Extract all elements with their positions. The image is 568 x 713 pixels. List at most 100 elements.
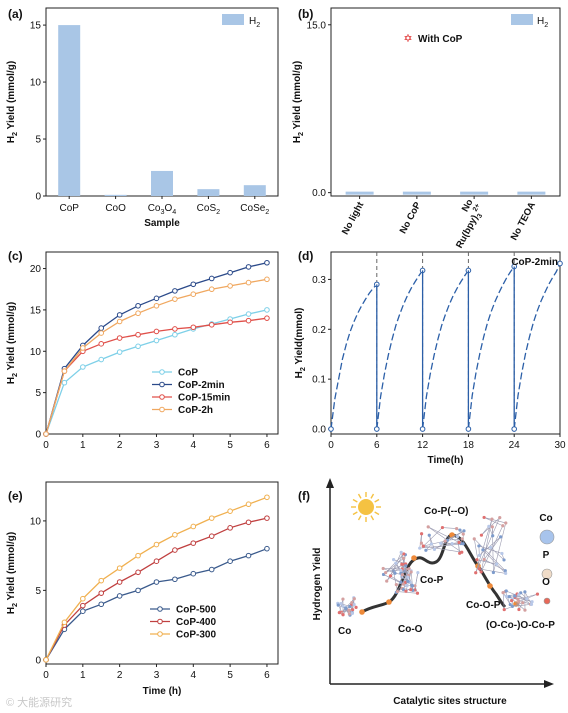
atom xyxy=(507,595,511,599)
legend-label: H2​ xyxy=(249,16,260,29)
bond xyxy=(414,572,419,591)
x-tick-label: 4 xyxy=(191,440,197,451)
x-axis-title: Catalytic sites structure xyxy=(393,696,507,707)
x-tick-label: 18 xyxy=(463,440,475,451)
atom xyxy=(402,552,406,556)
bond xyxy=(444,540,462,553)
x-tick-label: 2 xyxy=(117,440,123,451)
data-point xyxy=(153,295,160,302)
bond xyxy=(383,568,403,570)
data-point xyxy=(264,515,270,521)
data-point xyxy=(172,326,178,332)
atom xyxy=(460,537,464,541)
atom xyxy=(424,548,428,552)
atom xyxy=(491,570,496,575)
atom xyxy=(501,590,505,595)
curve-point xyxy=(386,599,392,605)
y-tick-label: 15 xyxy=(30,305,42,316)
element-legend-ball xyxy=(541,568,553,580)
atom xyxy=(440,525,445,530)
bond xyxy=(423,540,446,547)
co-o-p-structure xyxy=(472,515,508,575)
element-legend-ball xyxy=(543,597,551,605)
atom xyxy=(455,534,460,539)
atom xyxy=(523,590,527,594)
data-point xyxy=(227,558,233,564)
element-legend-ball xyxy=(539,529,555,545)
data-point xyxy=(98,330,105,336)
series-line-2 xyxy=(45,317,268,435)
x-tick-label: 1 xyxy=(80,670,86,681)
point-label: Co-O xyxy=(398,624,423,635)
atom xyxy=(525,596,529,601)
data-point xyxy=(98,341,105,347)
x-tick-label: CoS2​ xyxy=(197,203,220,216)
plot-frame xyxy=(45,7,279,197)
data-point xyxy=(227,269,233,276)
atom xyxy=(494,562,499,566)
data-point xyxy=(264,307,270,313)
point-label: Co-P xyxy=(420,575,444,586)
atom xyxy=(521,601,525,605)
data-point xyxy=(116,335,123,341)
atom xyxy=(460,550,464,554)
atom xyxy=(352,597,356,601)
atom xyxy=(501,524,505,528)
atom xyxy=(399,550,403,554)
atom xyxy=(352,602,356,607)
data-point xyxy=(264,545,270,552)
data-point xyxy=(116,565,123,571)
data-point xyxy=(80,608,86,615)
curve-point xyxy=(359,609,365,615)
atom xyxy=(517,593,521,597)
x-tick-label: 6 xyxy=(264,440,270,451)
bond xyxy=(383,568,396,574)
atom xyxy=(384,571,388,575)
plot-frame xyxy=(45,251,279,435)
x-tick-label: No light xyxy=(340,200,367,237)
atom xyxy=(443,539,447,543)
data-point xyxy=(80,595,86,602)
atom xyxy=(341,597,345,601)
cycle-line-1 xyxy=(376,270,424,430)
data-point xyxy=(264,315,270,321)
x-tick-label-group: No light xyxy=(340,200,367,237)
data-point xyxy=(153,541,160,548)
curve-point xyxy=(411,555,417,561)
bar-0 xyxy=(58,25,81,196)
plot-frame xyxy=(330,251,561,435)
atom xyxy=(510,604,514,609)
plot-frame xyxy=(330,7,561,197)
bond xyxy=(482,549,506,574)
cycle-line-0 xyxy=(330,283,378,430)
atom xyxy=(508,602,512,607)
atom xyxy=(419,532,424,536)
atom xyxy=(419,541,424,545)
atom xyxy=(392,558,396,562)
cycle-line-2 xyxy=(421,270,469,430)
legend-label: CoP-2min xyxy=(178,380,225,391)
atom xyxy=(458,528,462,532)
data-point xyxy=(208,275,215,282)
bar-4 xyxy=(243,185,266,196)
atom xyxy=(341,604,345,608)
atom xyxy=(439,541,443,545)
x-tick-label: 0 xyxy=(43,440,49,451)
y-tick-label: 15 xyxy=(30,21,42,32)
atom xyxy=(490,517,494,521)
curve-point xyxy=(487,583,493,589)
atom xyxy=(475,558,479,562)
cycle-start-point xyxy=(419,426,426,432)
atom xyxy=(407,567,411,571)
atom xyxy=(462,529,466,533)
data-point xyxy=(190,523,197,530)
bond xyxy=(484,517,506,524)
legend-label: CoP-15min xyxy=(178,393,230,404)
atom xyxy=(477,544,481,548)
panel-d: (d) 0.0 0.1 0.2 0.3 0 6 12 18 24 30 Time(h) H2​ Yiel… xyxy=(294,249,566,466)
sun-ray xyxy=(352,511,358,516)
y-tick-label: 0.1 xyxy=(312,375,326,386)
data-point xyxy=(80,364,86,370)
data-point xyxy=(135,552,141,559)
